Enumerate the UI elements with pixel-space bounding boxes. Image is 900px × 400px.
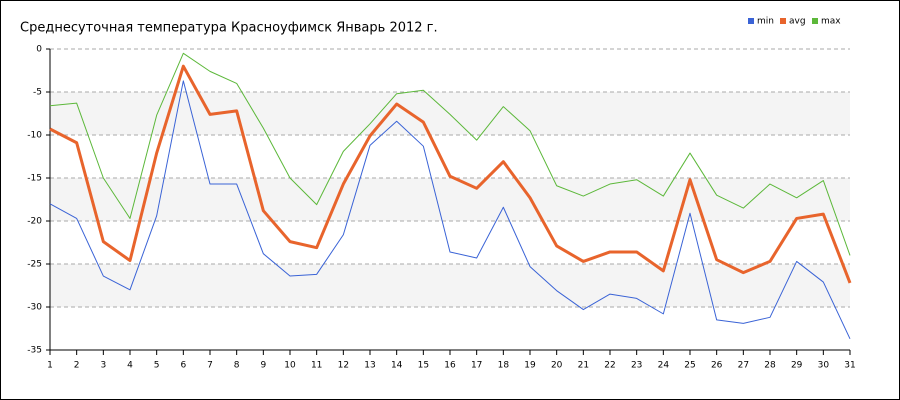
x-tick-label: 9 — [260, 361, 266, 371]
x-tick-label: 22 — [604, 361, 615, 371]
x-tick-label: 6 — [180, 361, 186, 371]
legend-label: min — [757, 17, 774, 27]
x-tick-label: 8 — [234, 361, 240, 371]
x-tick-label: 21 — [578, 361, 589, 371]
x-tick-label: 31 — [844, 361, 855, 371]
line-0 — [49, 80, 851, 340]
x-tick-label: 29 — [791, 361, 803, 371]
y-tick-label: -15 — [27, 174, 42, 184]
x-tick-label: 17 — [471, 361, 482, 371]
y-tick-label: -10 — [27, 131, 42, 141]
chart-title: Среднесуточная температура Красноуфимск … — [20, 21, 438, 36]
y-tick-label: -30 — [27, 303, 42, 313]
x-tick-label: 10 — [284, 361, 296, 371]
x-tick-label: 19 — [524, 361, 536, 371]
x-tick-label: 25 — [684, 361, 695, 371]
x-tick-label: 5 — [154, 361, 160, 371]
x-tick-label: 30 — [818, 361, 830, 371]
x-tick-label: 23 — [631, 361, 642, 371]
legend-label: avg — [789, 17, 806, 27]
x-tick-label: 28 — [764, 361, 776, 371]
y-tick-label: 0 — [36, 45, 42, 55]
x-tick-label: 1 — [47, 361, 53, 371]
x-tick-label: 24 — [658, 361, 670, 371]
grid-band — [50, 264, 850, 307]
x-tick-label: 11 — [311, 361, 322, 371]
legend-swatch — [780, 18, 786, 24]
grid-band — [50, 92, 850, 135]
y-tick-label: -20 — [27, 217, 42, 227]
x-tick-label: 12 — [338, 361, 349, 371]
x-tick-label: 15 — [418, 361, 429, 371]
legend-swatch — [748, 18, 754, 24]
x-tick-label: 20 — [551, 361, 563, 371]
x-tick-label: 27 — [738, 361, 749, 371]
line-2 — [49, 52, 851, 256]
x-tick-label: 3 — [100, 361, 106, 371]
x-tick-label: 16 — [444, 361, 456, 371]
x-tick-label: 18 — [498, 361, 510, 371]
x-tick-label: 26 — [711, 361, 723, 371]
y-tick-label: -5 — [33, 88, 42, 98]
x-tick-label: 4 — [127, 361, 133, 371]
x-tick-label: 13 — [364, 361, 375, 371]
x-tick-label: 2 — [74, 361, 80, 371]
y-tick-label: -25 — [27, 260, 42, 270]
x-tick-label: 14 — [391, 361, 403, 371]
y-tick-label: -35 — [27, 346, 42, 356]
legend-swatch — [812, 18, 818, 24]
grid-band — [50, 178, 850, 221]
legend-label: max — [821, 17, 841, 27]
x-tick-label: 7 — [207, 361, 213, 371]
line-1 — [49, 64, 852, 284]
